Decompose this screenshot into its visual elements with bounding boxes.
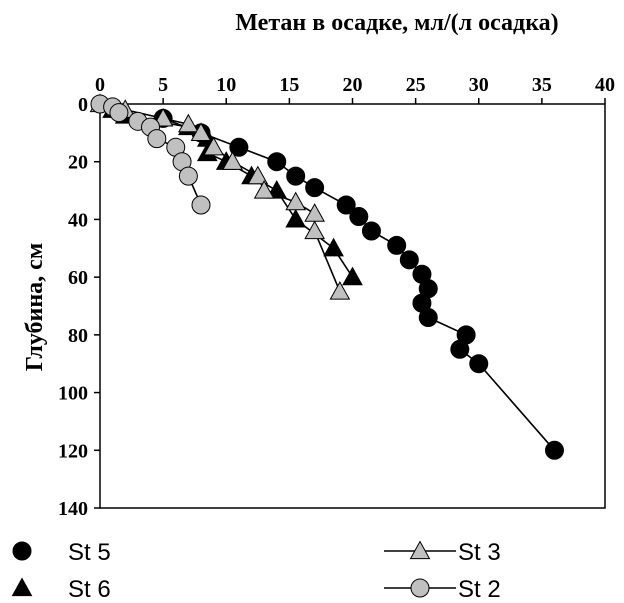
x-tick-label: 5 xyxy=(158,74,168,96)
x-tick-label: 0 xyxy=(95,74,105,96)
data-point-st-6 xyxy=(342,266,363,286)
data-point-st-5 xyxy=(336,195,356,215)
legend-label-st-3: St 3 xyxy=(458,539,501,566)
data-point-st-3 xyxy=(178,113,199,133)
data-point-st-2 xyxy=(191,195,211,215)
data-point-st-5 xyxy=(361,221,381,241)
data-point-st-5 xyxy=(469,354,489,374)
legend-label-st-2: St 2 xyxy=(458,576,501,603)
y-tick-label: 120 xyxy=(58,440,88,462)
data-point-st-2 xyxy=(178,166,198,186)
data-point-st-3 xyxy=(304,220,325,240)
data-point-st-5 xyxy=(286,166,306,186)
data-point-st-3 xyxy=(152,107,174,127)
data-point-st-3 xyxy=(253,180,275,199)
y-axis-title: Глубина, см xyxy=(22,243,48,371)
data-point-st-5 xyxy=(349,207,369,227)
legend-marker-st-5 xyxy=(12,541,32,561)
legend-marker-st-3 xyxy=(409,540,431,560)
data-point-st-3 xyxy=(203,136,224,156)
legend: St 5 St 6 St 3 St 2 xyxy=(11,539,501,603)
y-tick-label: 140 xyxy=(58,498,88,520)
x-tick-label: 20 xyxy=(343,74,363,96)
data-point-st-5 xyxy=(305,178,325,198)
data-point-st-3 xyxy=(304,203,325,222)
x-tick-label: 10 xyxy=(216,74,236,96)
data-point-st-3 xyxy=(329,281,351,300)
legend-marker-st-2 xyxy=(410,578,430,598)
y-tick-label: 40 xyxy=(68,209,88,231)
data-point-st-3 xyxy=(285,191,307,211)
data-point-st-2 xyxy=(109,103,129,123)
data-point-st-3 xyxy=(190,122,212,141)
data-point-st-3 xyxy=(222,151,243,170)
y-tick-label: 20 xyxy=(68,152,88,174)
x-tick-label: 35 xyxy=(532,74,552,96)
data-point-st-5 xyxy=(418,308,438,328)
y-tick-label: 100 xyxy=(58,383,88,405)
x-tick-label: 25 xyxy=(406,74,426,96)
data-point-st-6 xyxy=(266,180,288,199)
data-point-st-5 xyxy=(387,235,407,255)
data-point-st-5 xyxy=(450,339,470,359)
data-point-st-2 xyxy=(147,129,167,149)
legend-marker-st-6 xyxy=(11,577,33,597)
y-tick-label: 60 xyxy=(68,267,88,289)
data-marks xyxy=(89,93,564,460)
legend-label-st-5: St 5 xyxy=(68,539,111,566)
data-point-st-6 xyxy=(285,208,307,228)
series-line-st-3 xyxy=(99,103,341,292)
data-point-st-5 xyxy=(229,137,249,157)
x-tick-label: 30 xyxy=(469,74,489,96)
data-point-st-5 xyxy=(545,440,564,460)
x-axis-title: Метан в осадке, мл/(л осадка) xyxy=(235,10,558,36)
data-point-st-5 xyxy=(267,152,287,172)
legend-label-st-6: St 6 xyxy=(68,576,111,603)
y-tick-label: 80 xyxy=(68,325,88,347)
data-point-st-5 xyxy=(399,250,419,270)
y-tick-label: 0 xyxy=(78,94,88,116)
series-lines xyxy=(99,103,556,451)
data-point-st-3 xyxy=(247,165,269,185)
x-tick-label: 15 xyxy=(279,74,299,96)
x-tick-label: 40 xyxy=(595,74,615,96)
data-point-st-6 xyxy=(323,237,344,257)
